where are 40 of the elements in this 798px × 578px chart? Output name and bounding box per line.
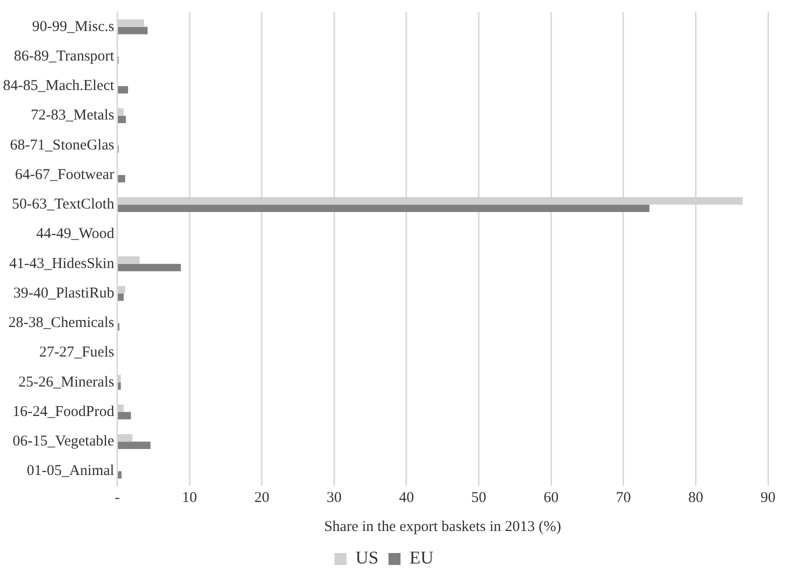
y-tick-label: 39-40_PlastiRub [13, 285, 114, 302]
y-tick-label: 25-26_Minerals [18, 374, 114, 390]
y-tick-label: 64-67_Footwear [15, 166, 114, 183]
x-tick-label: 30 [326, 490, 342, 506]
bar [118, 442, 150, 449]
y-tick-label: 72-83_Metals [30, 108, 114, 124]
y-tick-label: 84-85_Mach.Elect [2, 78, 116, 94]
y-tick-label: 41-43_HidesSkin [9, 256, 115, 272]
bar [118, 86, 128, 94]
x-tick-label: 10 [182, 490, 198, 506]
y-tick-label: 16-24_FoodProd [12, 404, 115, 420]
bar [118, 382, 121, 390]
x-tick-label: 40 [398, 490, 414, 506]
x-tick-label: - [114, 490, 120, 506]
x-tick-label: 50 [471, 490, 486, 506]
y-tick-label: 44-49_Wood [36, 226, 115, 242]
x-axis-title: Share in the export baskets in 2013 (%) [324, 518, 562, 535]
bar [118, 293, 124, 301]
bar [118, 116, 126, 124]
bar [118, 412, 131, 420]
bar [118, 26, 148, 34]
y-tick-label: 06-15_Vegetable [12, 434, 115, 450]
legend-label: US [356, 548, 379, 568]
x-tick-label: 80 [688, 490, 704, 506]
y-tick-label: 01-05_Animal [26, 463, 114, 480]
bar [118, 204, 650, 212]
y-tick-label: 86-89_Transport [14, 48, 116, 64]
x-tick-label: 20 [254, 490, 270, 506]
y-tick-label: 50-63_TextCloth [12, 196, 115, 212]
y-tick-label: 28-38_Chemicals [8, 315, 114, 331]
x-tick-label: 60 [544, 490, 559, 506]
y-tick-label: 90-99_Misc.s [32, 18, 114, 35]
x-tick-label: 90 [760, 490, 776, 506]
bar [118, 174, 126, 182]
legend-label: EU [410, 548, 434, 568]
bar [118, 471, 122, 479]
x-tick-label: 70 [616, 490, 631, 506]
y-tick-label: 68-71_StoneGlas [10, 137, 114, 154]
bar [118, 264, 181, 272]
y-tick-label: 27-27_Fuels [39, 344, 114, 361]
